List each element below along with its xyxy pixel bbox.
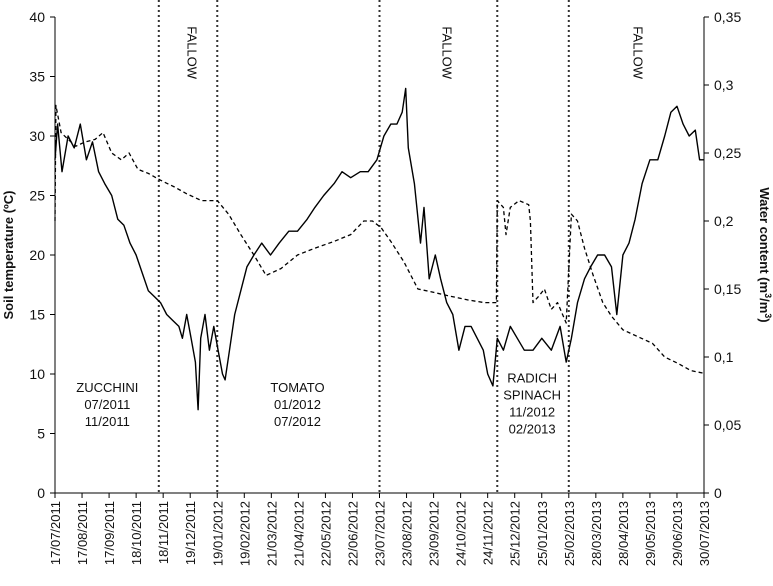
right-tick-label: 0,3 [714, 77, 734, 93]
phase-label-fallow: FALLOW [439, 26, 454, 79]
x-tick-label: 24/10/2012 [454, 501, 469, 566]
crop-phase-label: ZUCCHINI 07/2011 11/2011 [76, 380, 138, 429]
left-tick-label: 40 [29, 9, 45, 25]
series-layer [54, 87, 705, 411]
x-tick-labels: 17/07/2011 17/08/2011 17/09/2011 18/10/2011… [48, 493, 712, 566]
left-tick-label: 20 [29, 247, 45, 263]
phase-label-fallow: FALLOW [185, 26, 200, 79]
x-tick-label: 19/02/2012 [237, 501, 252, 566]
right-tick-label: 0,25 [714, 145, 741, 161]
right-tick-label: 0,15 [714, 281, 741, 297]
left-tick-label: 5 [37, 426, 45, 442]
left-tick-labels: 0 5 10 15 20 25 30 35 40 [29, 9, 55, 501]
y-axis-title-right-superscript: 3 [763, 313, 773, 318]
crop-phase-label-line: 01/2012 [274, 397, 321, 412]
y-axis-title-right-superscript: 3 [763, 293, 773, 298]
left-tick-label: 10 [29, 366, 45, 382]
x-tick-label: 21/04/2012 [291, 501, 306, 566]
left-tick-label: 0 [37, 485, 45, 501]
x-tick-label: 18/10/2011 [129, 501, 144, 565]
right-tick-labels: 0 0,05 0,1 0,15 0,2 0,25 0,3 0,35 [704, 9, 741, 501]
x-tick-label: 17/09/2011 [102, 501, 117, 565]
crop-phase-label-line: 11/2011 [85, 414, 130, 429]
y-axis-title-right: Water content (m3/m3) [757, 187, 773, 322]
left-tick-label: 35 [29, 69, 45, 85]
right-tick-label: 0,1 [714, 349, 734, 365]
x-tick-label: 25/02/2013 [562, 501, 577, 566]
right-tick-label: 0,2 [714, 213, 734, 229]
y-axis-title-right-part: ) [757, 318, 772, 322]
left-tick-label: 15 [29, 307, 45, 323]
x-tick-label: 25/01/2013 [535, 501, 550, 566]
left-tick-label: 25 [29, 188, 45, 204]
crop-phase-label-line: 07/2011 [84, 397, 130, 412]
x-tick-label: 28/04/2013 [616, 501, 631, 566]
x-tick-label: 30/07/2013 [697, 501, 712, 566]
crop-phase-label-line: 11/2012 [509, 404, 555, 419]
x-tick-label: 25/12/2012 [508, 501, 523, 566]
y-axis-title-right-part: Water content (m [757, 187, 772, 293]
x-tick-label: 23/09/2012 [427, 501, 442, 566]
crop-phase-label: RADICH SPINACH 11/2012 02/2013 [503, 370, 561, 436]
water-content-series [54, 104, 705, 374]
x-tick-label: 17/07/2011 [48, 501, 63, 565]
x-tick-label: 19/12/2011 [183, 501, 198, 565]
right-tick-label: 0,05 [714, 417, 741, 433]
crop-phase-label-line: SPINACH [503, 387, 561, 402]
crop-phase-label-line: ZUCCHINI [76, 380, 138, 395]
x-tick-label: 29/06/2013 [670, 501, 685, 566]
y-axis-title-right-part: /m [757, 298, 772, 313]
phase-dividers [157, 0, 570, 493]
right-tick-label: 0,35 [714, 9, 741, 25]
x-tick-label: 28/03/2013 [589, 501, 604, 566]
y-axis-title-left: Soil temperature (ºC) [1, 191, 16, 320]
phase-label-fallow: FALLOW [630, 26, 645, 79]
crop-phase-label-line: TOMATO [270, 380, 324, 395]
x-tick-label: 23/08/2012 [400, 501, 415, 566]
x-tick-label: 17/08/2011 [75, 501, 90, 565]
x-tick-label: 19/01/2012 [210, 501, 225, 566]
crop-phase-label-line: RADICH [507, 370, 557, 385]
annotations: ZUCCHINI 07/2011 11/2011 TOMATO 01/2012 07/20… [76, 26, 645, 436]
x-tick-label: 29/05/2013 [643, 501, 658, 566]
x-tick-label: 22/06/2012 [345, 501, 360, 566]
left-tick-label: 30 [29, 128, 45, 144]
crop-phase-label-line: 07/2012 [274, 414, 321, 429]
x-tick-label: 21/03/2012 [264, 501, 279, 566]
soil-temperature-series [54, 87, 704, 411]
crop-phase-label-line: 02/2013 [509, 421, 556, 436]
x-tick-label: 23/07/2012 [373, 501, 388, 566]
x-tick-label: 24/11/2012 [481, 501, 496, 565]
x-tick-label: 22/05/2012 [318, 501, 333, 566]
crop-phase-label: TOMATO 01/2012 07/2012 [270, 380, 324, 429]
x-tick-label: 18/11/2011 [156, 501, 171, 564]
right-tick-label: 0 [714, 485, 722, 501]
